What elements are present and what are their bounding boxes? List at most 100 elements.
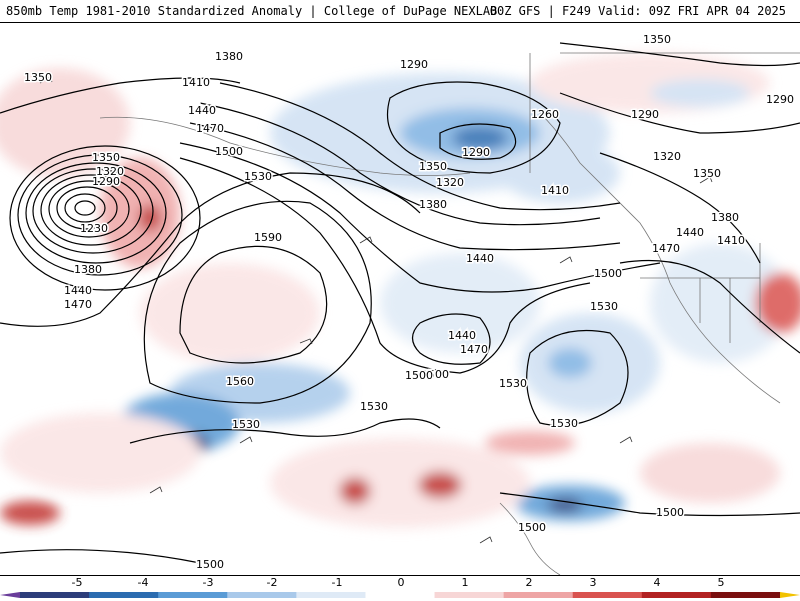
cold-anomaly-core [452, 126, 508, 150]
contour-label: 1440 [466, 252, 494, 265]
cold-anomaly-area [650, 243, 790, 363]
colorbar-tick-label: 1 [461, 576, 469, 589]
contour-label: 1290 [400, 58, 428, 71]
wind-barb [39, 76, 53, 84]
cold-anomaly-area [650, 79, 750, 107]
contour-1440-low [411, 313, 491, 365]
contour-label: 1350 [643, 33, 671, 46]
north-america-west-coast [539, 112, 781, 404]
map-canvas: 1380 1350 1410 1440 1470 1500 1350 1320 … [0, 32, 800, 575]
contour-label: 1350 [419, 160, 447, 173]
contour-label: 1500 [421, 368, 449, 381]
warm-anomaly-core [138, 204, 162, 232]
contour-label: 1230 [80, 222, 108, 235]
colorbar-swatches [20, 592, 781, 598]
contour-label: 1470 [652, 242, 680, 255]
colorbar-swatch [434, 592, 505, 598]
wind-barb [299, 338, 313, 345]
contour-1530-low [526, 329, 629, 426]
state-borders [640, 243, 761, 343]
contour-1530 [143, 200, 372, 404]
map-title-bar: 850mb Temp 1981-2010 Standardized Anomal… [0, 0, 800, 23]
wind-barb [239, 436, 253, 444]
contour-1320-e [599, 152, 761, 264]
alaska-peninsula-coast [99, 116, 471, 176]
coastlines [99, 52, 800, 575]
warm-anomaly-area [485, 431, 575, 455]
contour-label: 1290 [766, 93, 794, 106]
wind-barb [149, 486, 163, 494]
contour-ring [74, 200, 96, 216]
warm-anomaly-area [140, 263, 320, 363]
weather-map: 1380 1350 1410 1440 1470 1500 1350 1320 … [0, 23, 800, 575]
contour-ring [48, 180, 130, 238]
contour-ring [32, 168, 154, 254]
contour-1590 [179, 245, 328, 364]
warm-anomaly-core [0, 501, 60, 525]
contour-1410 [189, 122, 621, 251]
contour-label: 1320 [436, 176, 464, 189]
contour-label: 1500 [405, 369, 433, 382]
colorbar-swatch [89, 592, 159, 598]
contour-label: 1500 [656, 506, 684, 519]
cold-anomaly-area [380, 253, 540, 353]
contour-label: 1440 [448, 329, 476, 342]
contour-1260 [439, 123, 517, 160]
contour-label: 1350 [24, 71, 52, 84]
contour-label: 1500 [196, 558, 224, 571]
contour-1290 [386, 81, 561, 174]
contour-1500-se [499, 492, 800, 517]
warm-anomaly-core [418, 471, 462, 499]
contour-label: 1380 [215, 50, 243, 63]
warm-anomaly-area [270, 438, 530, 528]
wind-barb [559, 256, 573, 264]
contour-label: 1500 [594, 267, 622, 280]
contour-label: 1290 [92, 175, 120, 188]
contour-1500-sw [0, 549, 201, 564]
cold-anomaly-area [548, 348, 592, 378]
contour-label: 1530 [244, 170, 272, 183]
contour-labels: 1380 1350 1410 1440 1470 1500 1350 1320 … [23, 32, 796, 573]
contour-label: 1440 [676, 226, 704, 239]
contour-1470 [179, 157, 591, 374]
contour-label: 1530 [590, 300, 618, 313]
colorbar-swatch [365, 592, 436, 598]
colorbar-swatch [710, 592, 781, 598]
contour-label: 1530 [232, 418, 260, 431]
contour-label: 1290 [462, 146, 490, 159]
colorbar-arrow-high [780, 592, 800, 598]
warm-anomaly-area [640, 443, 780, 503]
contour-1290-ne [559, 92, 800, 134]
contour-label: 1380 [74, 263, 102, 276]
colorbar-swatch [20, 592, 90, 598]
colorbar-tick-label: -3 [202, 576, 214, 589]
colorbar-swatch [296, 592, 366, 598]
contour-label: 1530 [499, 377, 527, 390]
contour-label: 1530 [550, 417, 578, 430]
map-title: 850mb Temp 1981-2010 Standardized Anomal… [6, 4, 498, 18]
contour-label: 1260 [531, 108, 559, 121]
contour-label: 1530 [360, 400, 388, 413]
contour-ring [56, 186, 118, 230]
contour-1500 [0, 172, 421, 327]
colorbar-swatch [227, 592, 297, 598]
colorbar-tick-label: 5 [717, 576, 725, 589]
colorbar-tick-label: -2 [266, 576, 278, 589]
contour-1500-e [619, 259, 800, 354]
contour-label: 1470 [460, 343, 488, 356]
contour-label: 1290 [631, 108, 659, 121]
colorbar-gradient [0, 592, 800, 598]
contour-label: 1380 [711, 211, 739, 224]
coast-south [499, 502, 561, 575]
warm-anomaly-area [755, 273, 800, 333]
colorbar-tick-label: -4 [137, 576, 149, 589]
contour-label: 1350 [92, 151, 120, 164]
contour-ring [9, 145, 201, 291]
model-run-info: 00Z GFS | F249 Valid: 09Z FRI APR 04 202… [489, 4, 786, 18]
colorbar-tick-label: 3 [589, 576, 597, 589]
colorbar-tick-label: 2 [525, 576, 533, 589]
wind-barb [359, 236, 373, 244]
colorbar-arrow-low [0, 592, 20, 598]
contour-1380 [199, 102, 601, 226]
contour-label: 1500 [215, 145, 243, 158]
